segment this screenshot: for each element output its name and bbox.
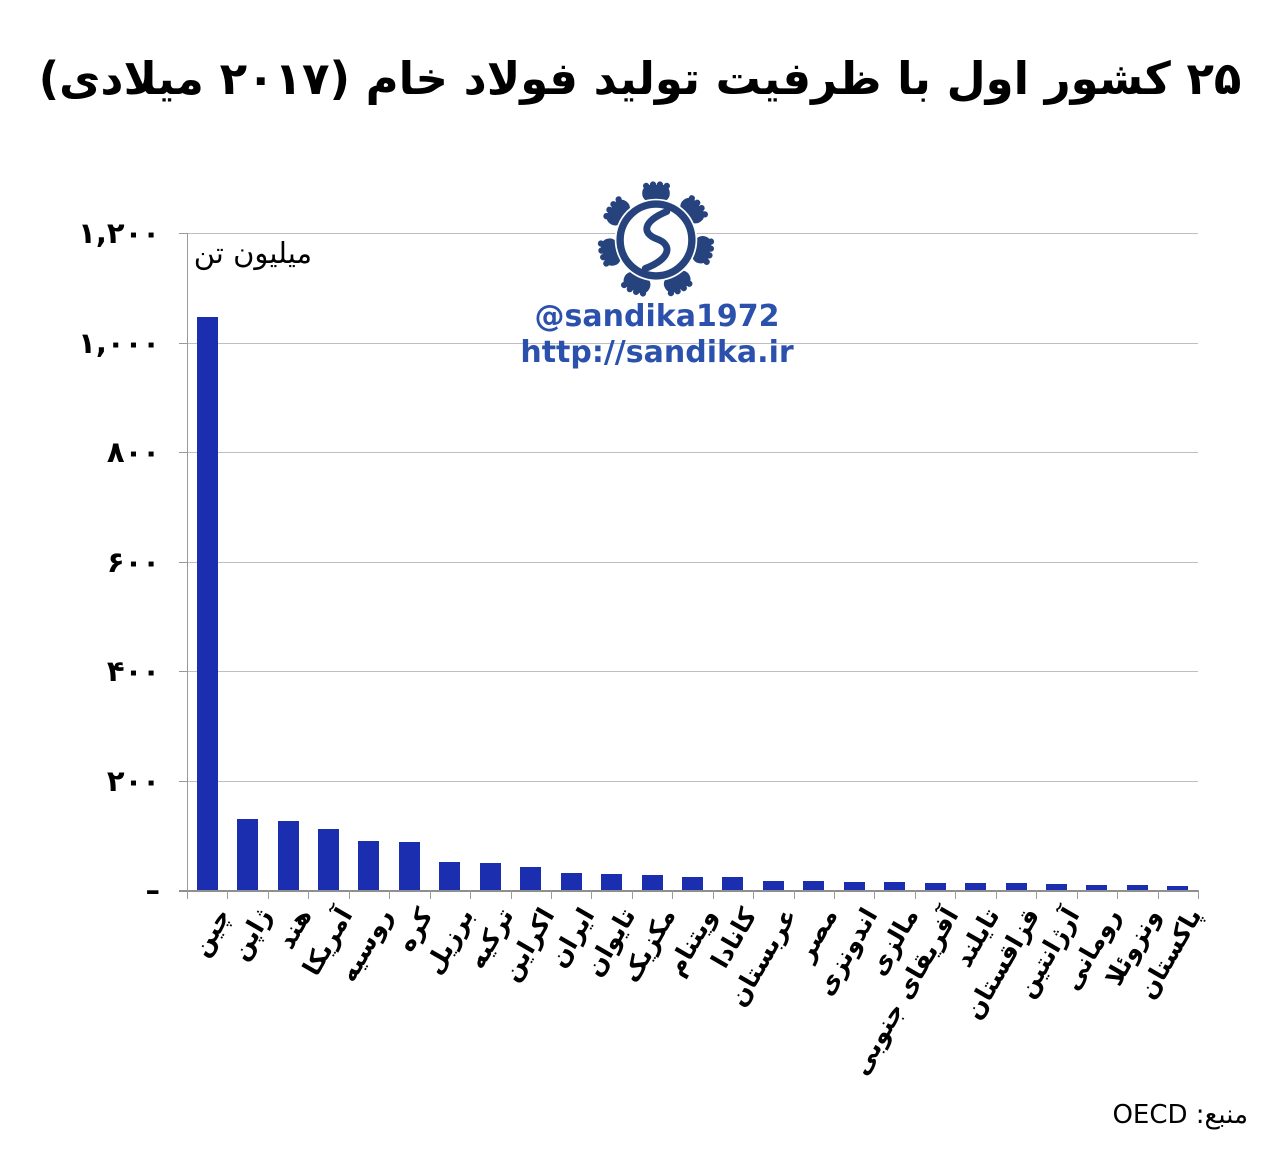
y-axis-unit-label: میلیون تن bbox=[193, 236, 312, 270]
bar bbox=[803, 881, 825, 890]
x-axis-tick bbox=[914, 890, 916, 899]
x-axis-tick bbox=[470, 890, 472, 899]
bar bbox=[196, 316, 218, 890]
x-axis-tick bbox=[187, 890, 188, 899]
bar bbox=[884, 882, 906, 890]
bar bbox=[237, 818, 259, 890]
bar bbox=[398, 841, 420, 890]
y-tick-label: ۶۰۰ bbox=[106, 544, 160, 579]
gridline bbox=[187, 342, 1198, 344]
bar bbox=[358, 841, 380, 890]
bar bbox=[439, 862, 461, 890]
x-axis-tick bbox=[1036, 890, 1038, 899]
x-axis-tick bbox=[995, 890, 997, 899]
bar bbox=[479, 863, 501, 890]
y-tick-label: – bbox=[145, 873, 161, 907]
y-axis-tick bbox=[179, 561, 187, 563]
bar bbox=[924, 882, 946, 890]
bar bbox=[1086, 884, 1108, 890]
x-axis-tick bbox=[227, 890, 229, 899]
y-tick-label: ۸۰۰ bbox=[106, 435, 160, 469]
bar bbox=[641, 874, 663, 890]
bar bbox=[1126, 884, 1148, 890]
x-axis-tick bbox=[1157, 890, 1159, 899]
x-axis-tick bbox=[1117, 890, 1119, 899]
bar bbox=[722, 877, 744, 890]
y-tick-label: ۱,۰۰۰ bbox=[78, 325, 160, 360]
x-axis-tick bbox=[429, 890, 431, 899]
bar bbox=[277, 821, 299, 890]
x-axis-tick bbox=[793, 890, 795, 899]
x-axis-tick bbox=[510, 890, 512, 899]
x-axis-tick bbox=[267, 890, 269, 899]
bar bbox=[601, 873, 623, 890]
gridline bbox=[187, 561, 1198, 563]
y-axis-tick bbox=[179, 342, 187, 344]
sandika-logo bbox=[597, 181, 715, 297]
y-tick-label: ۱,۲۰۰ bbox=[78, 216, 160, 250]
x-axis-line bbox=[179, 890, 1198, 892]
x-axis-tick bbox=[712, 890, 714, 899]
gridline bbox=[187, 452, 1198, 453]
x-axis-tick bbox=[834, 890, 836, 899]
chart-title: ۲۵ کشور اول با ظرفیت تولید فولاد خام (۲۰… bbox=[38, 52, 1243, 105]
x-axis-tick bbox=[308, 890, 310, 899]
source-note: منبع: OECD bbox=[1112, 1100, 1248, 1130]
gridline bbox=[187, 671, 1198, 672]
bar bbox=[965, 883, 987, 890]
x-axis-tick bbox=[550, 890, 552, 899]
bar bbox=[1167, 885, 1189, 890]
x-axis-tick bbox=[591, 890, 593, 899]
bar bbox=[1045, 883, 1067, 890]
watermark-url: http://sandika.ir bbox=[520, 335, 794, 370]
x-axis-tick bbox=[348, 890, 350, 899]
x-axis-tick bbox=[955, 890, 957, 899]
y-axis-line bbox=[187, 233, 188, 890]
watermark-handle: @sandika1972 bbox=[534, 299, 780, 334]
y-axis-tick bbox=[179, 780, 187, 782]
bar bbox=[318, 828, 340, 890]
y-tick-label: ۴۰۰ bbox=[106, 654, 160, 688]
y-axis-tick bbox=[179, 233, 187, 234]
y-tick-label: ۲۰۰ bbox=[106, 763, 160, 798]
x-axis-tick bbox=[753, 890, 755, 899]
x-axis-tick bbox=[631, 890, 633, 899]
x-axis-tick bbox=[1076, 890, 1078, 899]
x-axis-tick bbox=[389, 890, 391, 899]
x-axis-tick bbox=[1198, 890, 1199, 899]
y-axis-tick bbox=[179, 452, 187, 453]
y-axis-tick bbox=[179, 671, 187, 672]
bar bbox=[762, 880, 784, 890]
x-axis-tick bbox=[672, 890, 674, 899]
bar bbox=[682, 876, 703, 890]
bar bbox=[1005, 883, 1027, 890]
logo-s-mark bbox=[641, 208, 671, 272]
bar bbox=[520, 867, 542, 890]
gridline bbox=[187, 780, 1198, 782]
x-axis-tick bbox=[874, 890, 876, 899]
bar bbox=[560, 873, 582, 890]
bar bbox=[843, 881, 865, 890]
